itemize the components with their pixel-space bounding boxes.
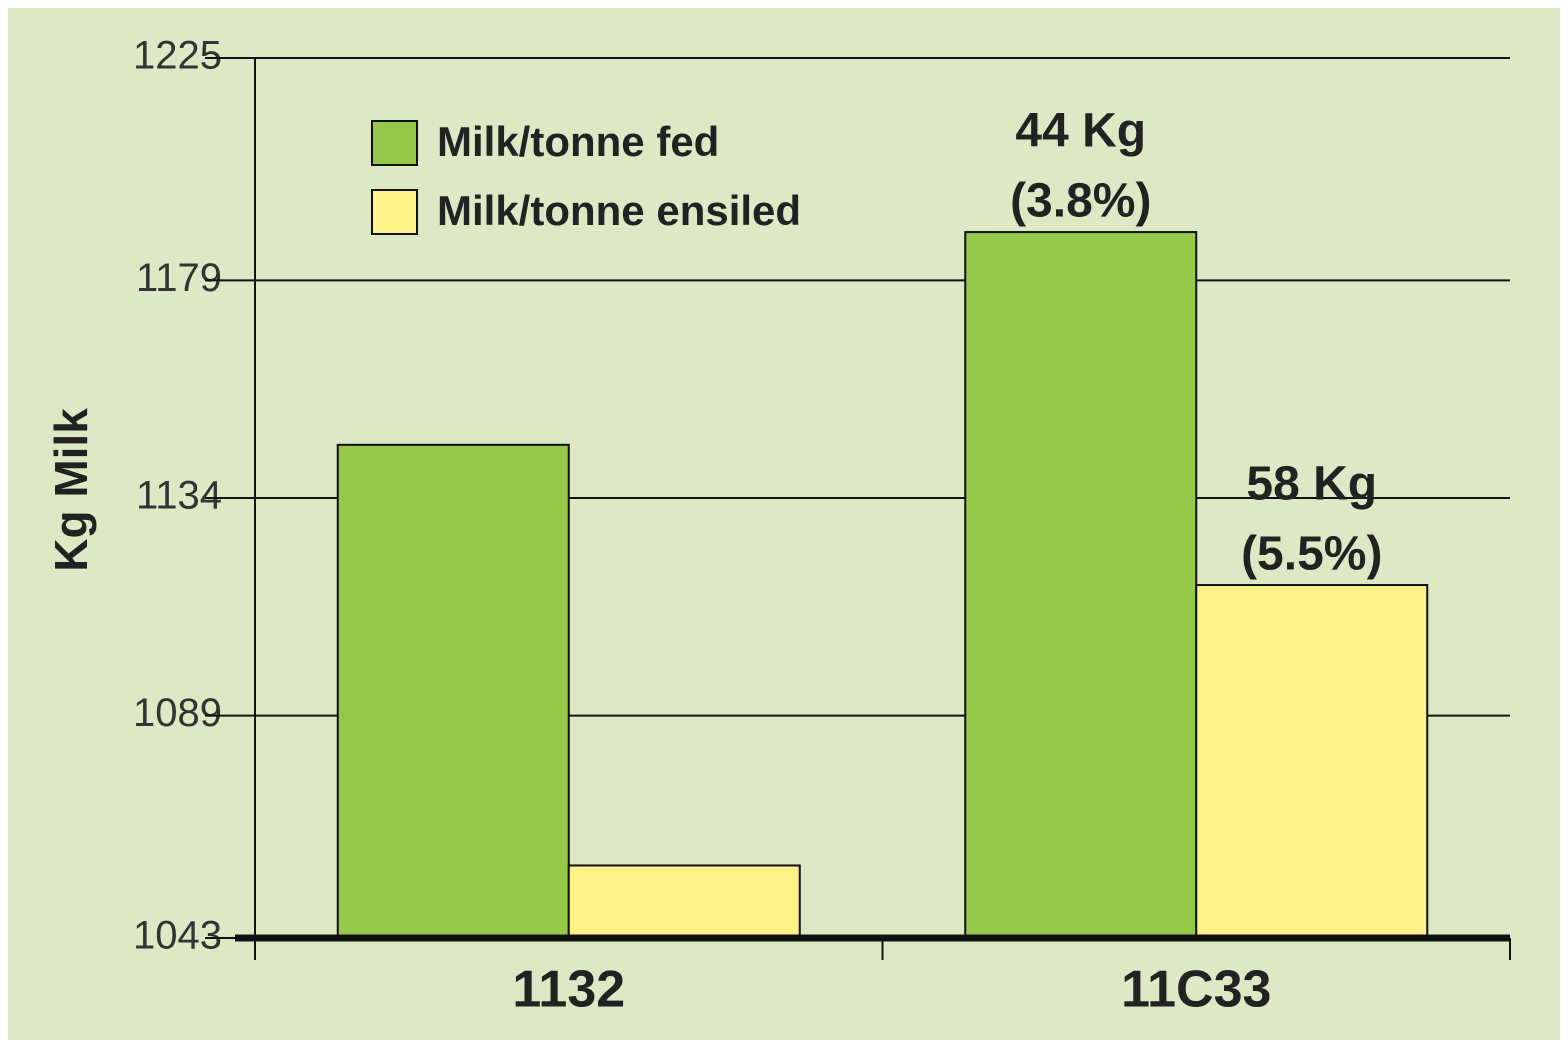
annotation: (3.8%) [1010, 175, 1151, 228]
annotation: 44 Kg [1015, 105, 1146, 158]
legend-swatch [371, 120, 418, 166]
x-tick-label: 1132 [512, 961, 625, 1019]
y-tick-label: 1134 [136, 474, 222, 518]
bar [336, 443, 570, 939]
legend-swatch [371, 189, 418, 235]
y-tick-label: 1043 [133, 914, 222, 958]
y-tick-label: 1225 [133, 34, 222, 78]
x-tick-label: 11C33 [1121, 961, 1271, 1019]
bar [567, 864, 801, 940]
annotation: (5.5%) [1241, 528, 1382, 581]
y-tick-label: 1089 [133, 691, 222, 735]
bar [1195, 584, 1429, 939]
y-axis-label: Kg Milk [45, 408, 97, 572]
legend-label: Milk/tonne ensiled [437, 187, 801, 234]
y-tick-label: 1179 [136, 256, 222, 300]
annotation: 58 Kg [1246, 458, 1377, 511]
bar [964, 231, 1198, 940]
legend-label: Milk/tonne fed [437, 118, 719, 165]
